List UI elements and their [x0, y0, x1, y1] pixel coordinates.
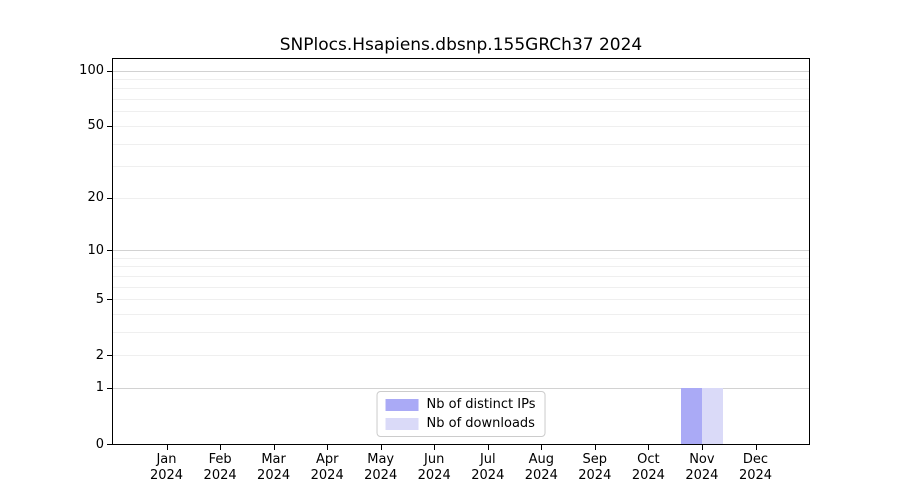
bar-nb-of-distinct-ips-nov [680, 387, 702, 444]
x-tick-aug [541, 445, 543, 450]
gridline-minor-90 [113, 79, 809, 80]
x-tick-label-feb: Feb 2024 [203, 452, 237, 483]
x-tick-label-jan: Jan 2024 [149, 452, 184, 483]
x-tick-nov [701, 445, 703, 450]
x-tick-jun [434, 445, 436, 450]
x-tick-may [380, 445, 382, 450]
x-tick-label-jul: Jul 2024 [471, 452, 505, 483]
x-tick-mar [273, 445, 275, 450]
gridline-minor-20 [113, 197, 809, 199]
gridline-minor-2 [113, 355, 809, 357]
y-tick-label-100: 100 [79, 63, 104, 79]
y-tick-20 [107, 197, 112, 199]
gridline-minor-7 [113, 275, 809, 277]
gridline-minor-5 [113, 299, 809, 300]
gridline-minor-3 [113, 331, 809, 333]
x-tick-label-aug: Aug 2024 [524, 452, 558, 483]
x-tick-oct [648, 445, 650, 450]
gridline-minor-40 [113, 143, 809, 145]
y-tick-label-1: 1 [95, 380, 104, 396]
gridline-minor-60 [113, 111, 809, 113]
y-tick-2 [107, 355, 112, 357]
gridline-minor-8 [113, 266, 809, 268]
gridline-major-100 [113, 70, 809, 72]
y-tick-10 [107, 250, 112, 251]
y-tick-label-0: 0 [95, 436, 104, 452]
chart-title: SNPlocs.Hsapiens.dbsnp.155GRCh37 2024 [279, 35, 643, 55]
gridline-minor-4 [113, 313, 809, 315]
x-tick-label-apr: Apr 2024 [310, 452, 344, 483]
x-tick-label-dec: Dec 2024 [738, 452, 773, 483]
legend: Nb of distinct IPs Nb of downloads [376, 391, 546, 437]
x-tick-feb [220, 445, 222, 450]
gridline-minor-80 [113, 88, 809, 90]
x-tick-jan [166, 445, 168, 450]
y-tick-label-20: 20 [87, 190, 104, 206]
y-tick-1 [107, 387, 112, 389]
x-tick-label-oct: Oct 2024 [631, 452, 665, 483]
legend-item-downloads: Nb of downloads [385, 416, 536, 431]
x-tick-jul [487, 445, 489, 450]
legend-label-distinct-ips: Nb of distinct IPs [426, 397, 536, 412]
x-tick-label-nov: Nov 2024 [685, 452, 719, 483]
y-tick-label-2: 2 [95, 347, 104, 363]
gridline-minor-9 [113, 257, 809, 259]
legend-swatch-distinct-ips [385, 398, 419, 411]
legend-swatch-downloads [385, 417, 419, 430]
legend-label-downloads: Nb of downloads [426, 416, 535, 431]
gridline-major-1 [113, 387, 809, 389]
y-tick-5 [107, 299, 112, 300]
plot-area: Nb of distinct IPs Nb of downloads [112, 58, 810, 445]
gridline-major-10 [113, 250, 809, 251]
x-tick-label-mar: Mar 2024 [257, 452, 291, 483]
x-tick-label-may: May 2024 [364, 452, 398, 483]
y-tick-label-10: 10 [87, 242, 104, 258]
bar-nb-of-downloads-nov [701, 387, 723, 444]
x-tick-dec [755, 445, 757, 450]
gridline-minor-6 [113, 286, 809, 288]
legend-item-distinct-ips: Nb of distinct IPs [385, 397, 536, 412]
gridline-minor-30 [113, 166, 809, 168]
x-tick-label-sep: Sep 2024 [578, 452, 612, 483]
y-tick-100 [107, 70, 112, 72]
y-tick-label-5: 5 [95, 291, 104, 307]
x-tick-apr [327, 445, 329, 450]
x-tick-sep [594, 445, 596, 450]
y-tick-0 [107, 444, 112, 445]
y-tick-label-50: 50 [87, 118, 104, 134]
gridline-minor-70 [113, 99, 809, 101]
gridline-minor-50 [113, 125, 809, 127]
y-tick-50 [107, 125, 112, 127]
x-tick-label-jun: Jun 2024 [417, 452, 451, 483]
